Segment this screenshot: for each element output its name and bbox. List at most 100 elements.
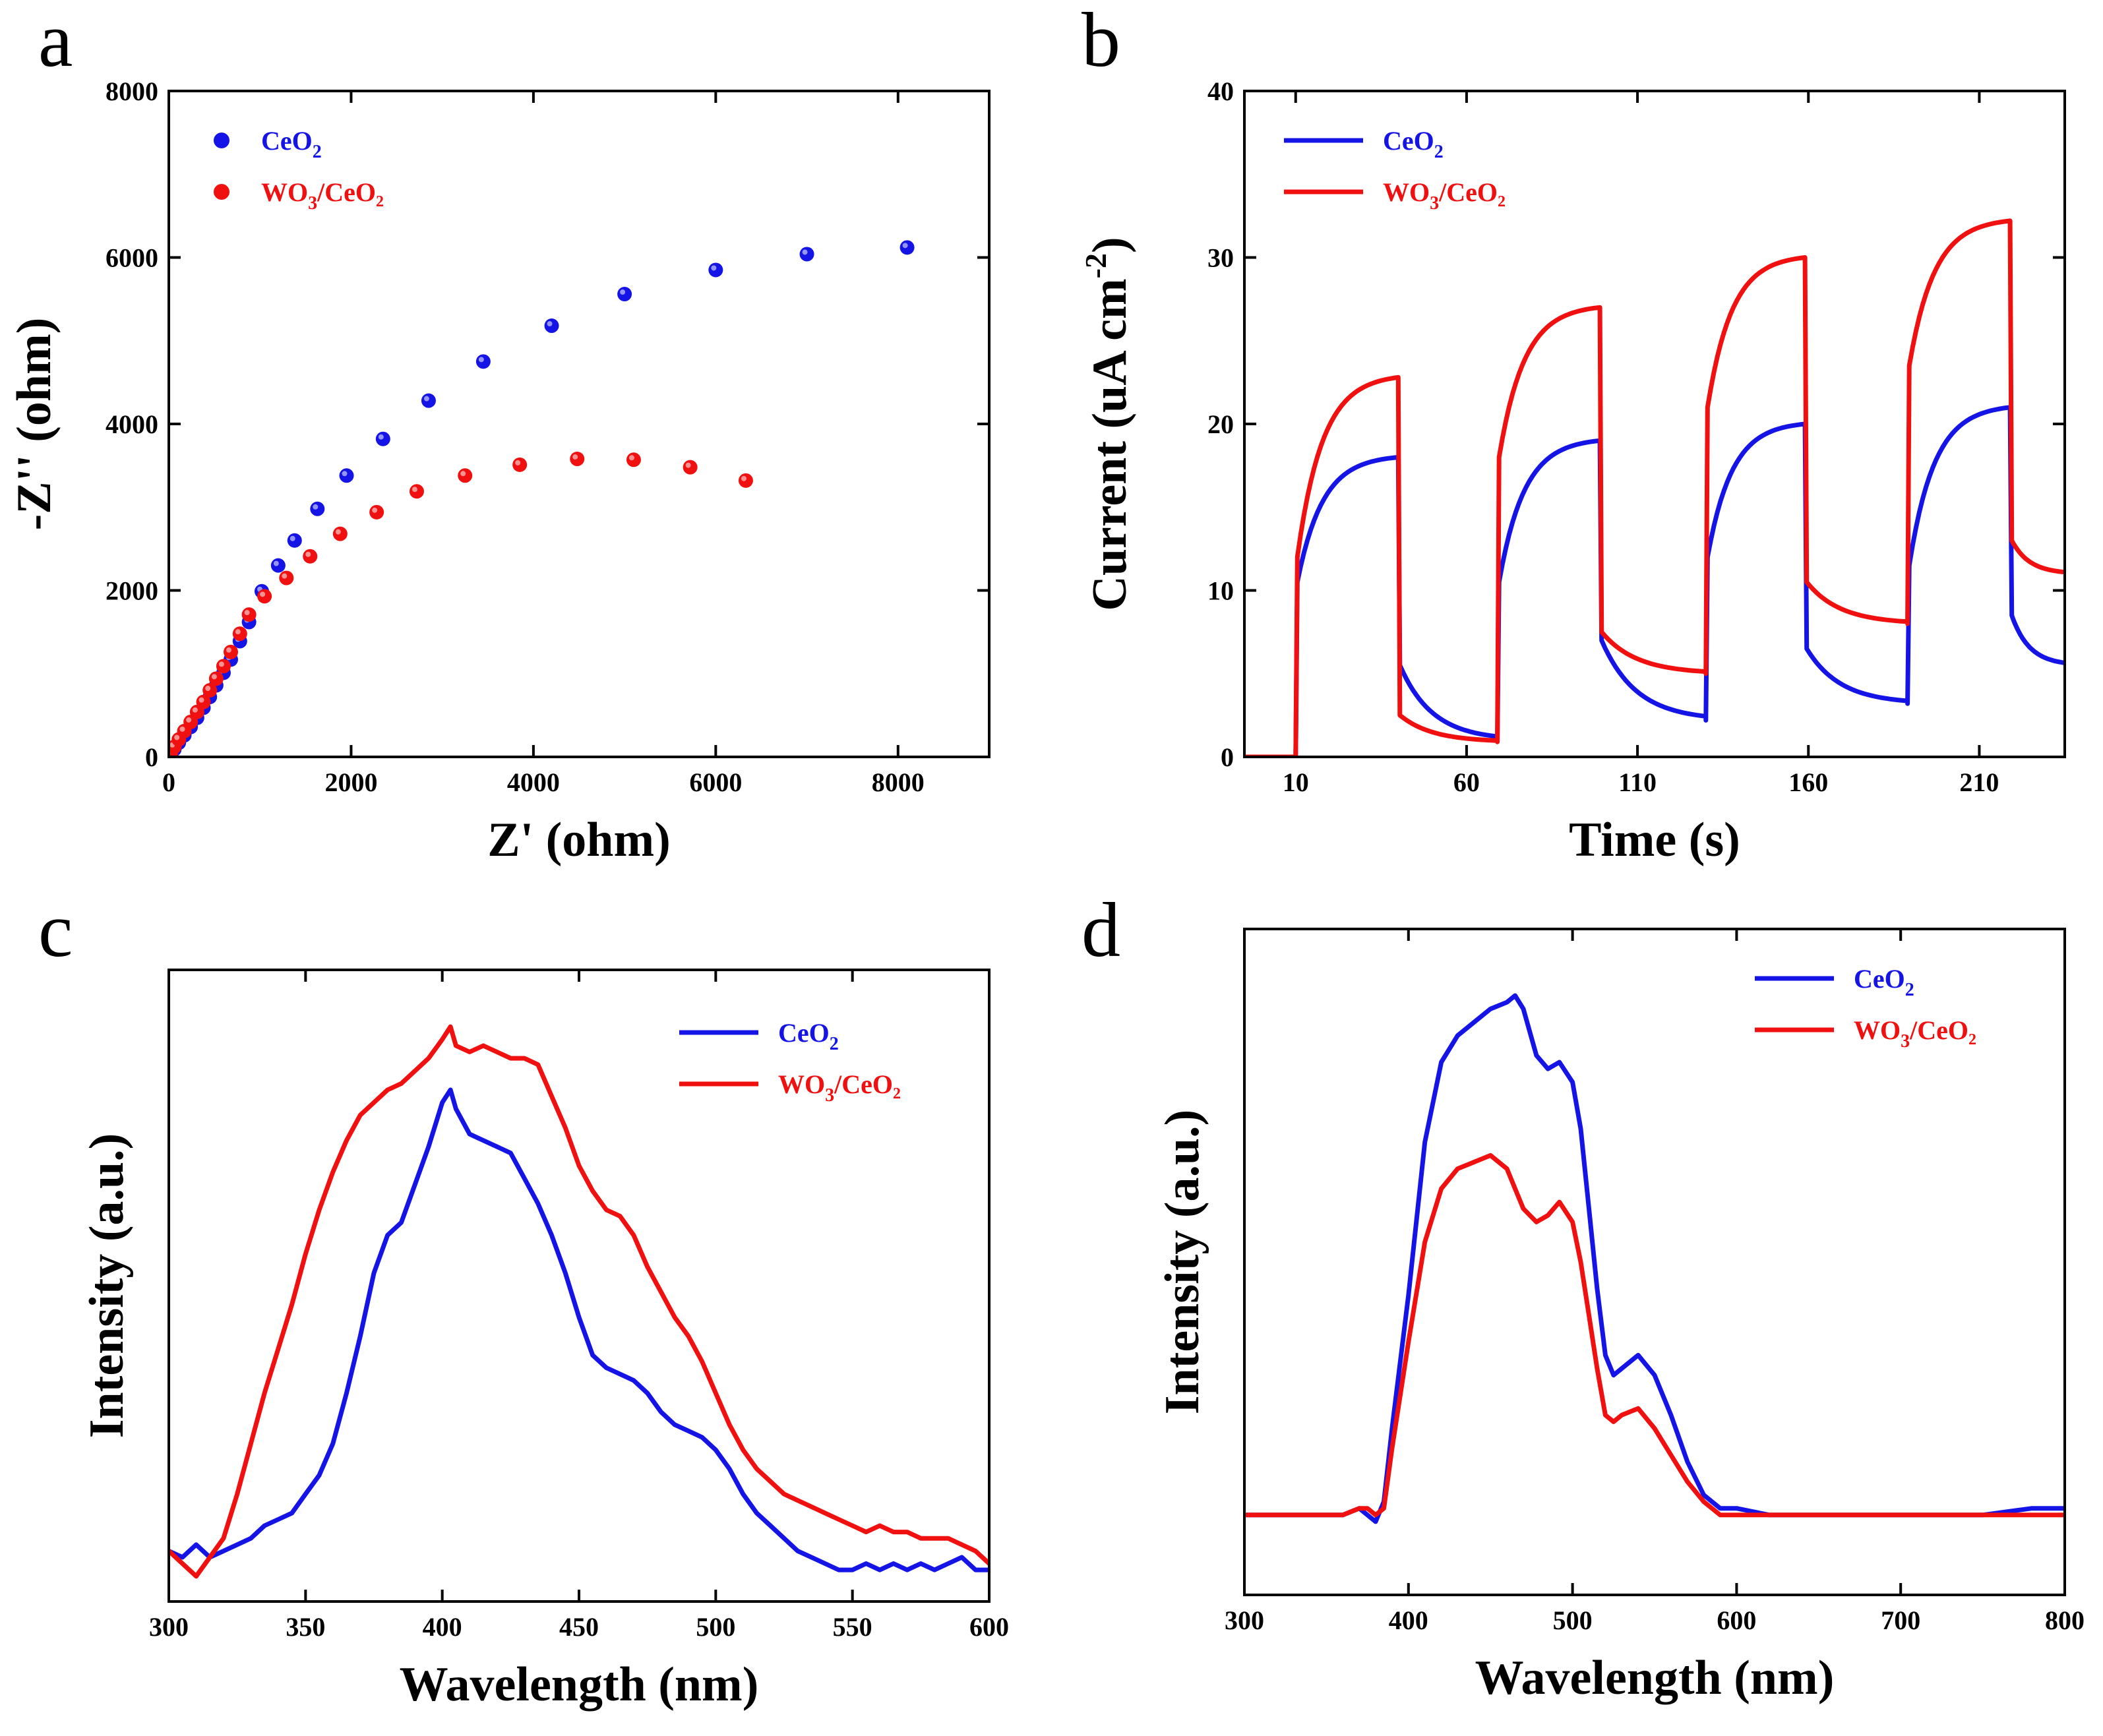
series-wo3-ceo2 <box>170 452 753 756</box>
legend-label: CeO2 <box>778 1018 839 1054</box>
legend-label: WO3/CeO₂ <box>261 177 384 214</box>
series-wo3-ceo2-point-highlight <box>211 674 217 680</box>
series-ceo2-point-highlight <box>273 560 279 566</box>
y-axis-title: Current (uA cm-2) <box>1079 237 1137 611</box>
plot-area <box>1246 218 2063 756</box>
series-ceo2-point <box>287 533 302 548</box>
series-ceo2-point-highlight <box>423 396 429 402</box>
x-tick-label: 400 <box>1389 1605 1428 1635</box>
series-ceo2-line <box>170 1087 988 1572</box>
y-tick-label: 20 <box>1207 409 1234 439</box>
series-wo3-ceo2-point-highlight <box>372 507 378 513</box>
series-wo3-ceo2-point <box>232 626 247 642</box>
series-ceo2-point <box>375 431 390 446</box>
panel-letter: d <box>1082 887 1120 973</box>
series-wo3-ceo2-point-highlight <box>226 647 231 653</box>
series-ceo2-line <box>1246 993 2063 1524</box>
series-ceo2-point <box>799 247 814 262</box>
series-wo3-ceo2-point-highlight <box>572 454 578 460</box>
series-wo3-ceo2-point-highlight <box>628 455 634 461</box>
series-wo3-ceo2-point-highlight <box>411 487 417 493</box>
series-ceo2-point <box>544 318 559 334</box>
series-wo3-ceo2-point-highlight <box>460 471 466 477</box>
x-tick-label: 600 <box>1717 1605 1756 1635</box>
x-tick-label: 0 <box>162 767 175 797</box>
panel-d: d 300 400 500 600 700 800 Wavelength (nm) Intens… <box>1082 887 2085 1705</box>
series-ceo2-point <box>339 468 354 483</box>
x-axis-title: Wavelength (nm) <box>1475 1651 1835 1705</box>
legend-label: CeO2 <box>1383 126 1444 162</box>
series-wo3-ceo2-point <box>208 671 224 686</box>
series-wo3-ceo2-point <box>241 607 257 622</box>
series-ceo2-point <box>421 393 436 408</box>
y-tick-label: 0 <box>145 742 158 772</box>
series-wo3-ceo2-point-highlight <box>282 573 288 579</box>
y-tick-label: 40 <box>1207 76 1234 106</box>
panel-letter: c <box>38 887 73 973</box>
plot-frame <box>168 969 991 1603</box>
series-ceo2-point <box>310 501 325 516</box>
panel-letter: a <box>38 0 73 83</box>
panel-b: b 10 60 110 160 210 0 10 20 30 40 Time (s) Current (… <box>1079 0 2066 867</box>
x-tick-label: 700 <box>1881 1605 1920 1635</box>
panel-letter: b <box>1082 0 1120 83</box>
legend-label: CeO2 <box>261 126 322 162</box>
series-wo3-ceo2-point-highlight <box>198 697 204 703</box>
series-wo3-ceo2-point-highlight <box>179 726 185 732</box>
series-wo3-ceo2-point-highlight <box>305 551 311 557</box>
legend-label: WO3/CeO₂ <box>778 1069 901 1106</box>
plot-area <box>170 1024 988 1579</box>
plot-area <box>1246 993 2063 1524</box>
x-tick-label: 2000 <box>324 767 377 797</box>
series-wo3-ceo2-point <box>626 452 641 467</box>
series-ceo2-point-highlight <box>478 357 484 363</box>
x-tick-label: 160 <box>1788 767 1828 797</box>
series-wo3-ceo2-point-highlight <box>515 460 521 465</box>
y-tick-label: 4000 <box>106 409 158 439</box>
y-axis-title: Intensity (a.u.) <box>1155 1110 1209 1415</box>
x-tick-label: 300 <box>1225 1605 1264 1635</box>
legend-entry: CeO2 <box>1755 964 1914 1000</box>
series-wo3-ceo2-point-highlight <box>218 661 224 667</box>
y-tick-label: 8000 <box>106 76 158 106</box>
plot-frame <box>1243 928 2066 1596</box>
legend-entry: CeO2 <box>214 126 322 162</box>
series-ceo2-point-highlight <box>378 434 384 440</box>
x-tick-label: 60 <box>1453 767 1480 797</box>
series-wo3-ceo2-point-highlight <box>174 734 180 740</box>
y-tick-label: 0 <box>1221 742 1234 772</box>
x-tick-label: 500 <box>1553 1605 1593 1635</box>
series-ceo2-point <box>270 558 286 573</box>
series-ceo2-point-highlight <box>313 504 319 510</box>
legend-entry: WO3/CeO₂ <box>214 177 384 214</box>
series-wo3-ceo2-line <box>1246 1152 2063 1518</box>
legend-entry: WO3/CeO₂ <box>1284 177 1506 214</box>
x-axis-title: Z' (ohm) <box>487 813 671 867</box>
series-wo3-ceo2-point <box>738 473 753 488</box>
legend-entry: CeO2 <box>679 1018 839 1054</box>
series-ceo2-point-highlight <box>342 471 348 477</box>
x-tick-label: 8000 <box>872 767 925 797</box>
plot-frame <box>1243 90 2066 758</box>
series-ceo2-point-highlight <box>290 535 295 541</box>
series-wo3-ceo2-point-highlight <box>685 462 691 468</box>
panel-c: c 300 350 400 450 500 550 600 Wavelength (nm) Int… <box>38 887 1009 1712</box>
series-ceo2-point-highlight <box>902 243 908 249</box>
series-ceo2-point <box>475 354 491 369</box>
x-tick-label: 110 <box>1618 767 1657 797</box>
x-tick-label: 450 <box>559 1612 599 1642</box>
x-tick-label: 500 <box>696 1612 735 1642</box>
series-wo3-ceo2-point <box>303 549 318 564</box>
series-ceo2-point-highlight <box>802 249 808 255</box>
x-tick-label: 800 <box>2045 1605 2085 1635</box>
series-wo3-ceo2-point <box>570 452 585 467</box>
series-wo3-ceo2-point <box>683 460 698 475</box>
y-tick-label: 30 <box>1207 243 1234 273</box>
series-ceo2-point-highlight <box>547 321 553 327</box>
series-ceo2-point <box>708 262 723 278</box>
x-tick-label: 550 <box>833 1612 872 1642</box>
x-axis-title: Time (s) <box>1569 813 1740 867</box>
plot-area <box>170 240 915 756</box>
